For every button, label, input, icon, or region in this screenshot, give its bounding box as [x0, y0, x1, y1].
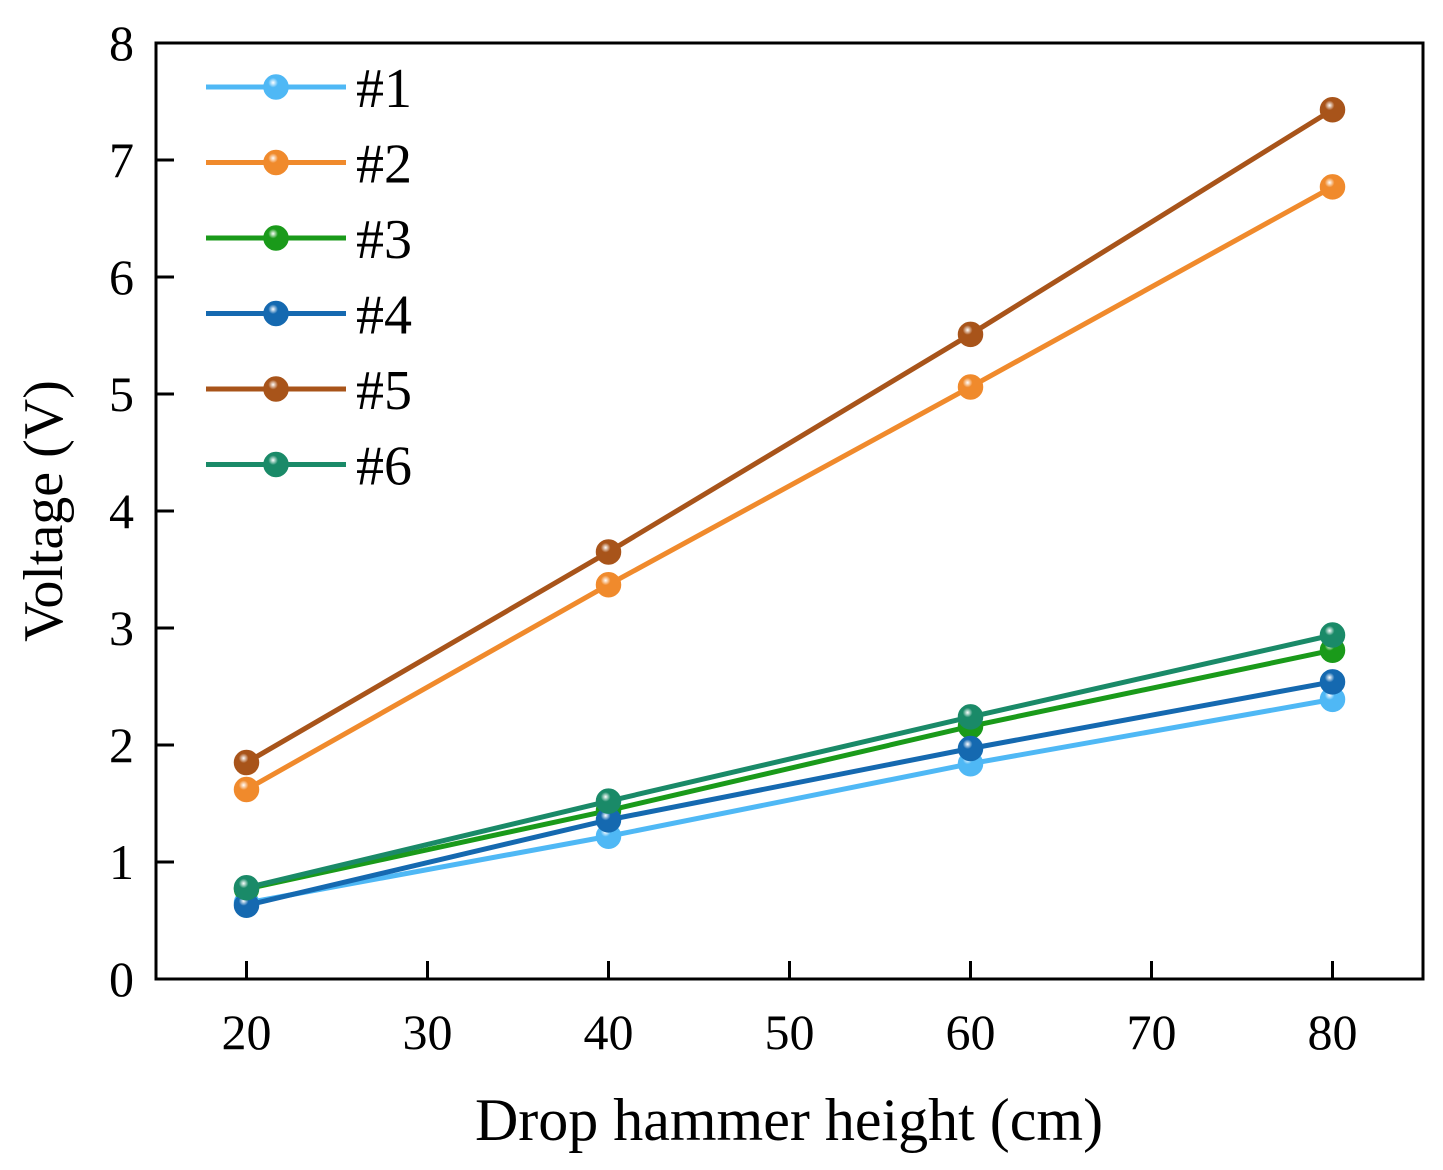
legend-item-5: #5: [206, 360, 412, 422]
series-2: [233, 174, 1346, 803]
legend-label: #3: [356, 209, 412, 271]
legend-marker: [263, 149, 289, 176]
y-tick-label: 3: [109, 600, 134, 656]
y-tick-label: 5: [109, 366, 134, 422]
legend-marker: [263, 376, 289, 402]
legend-label: #2: [356, 134, 412, 196]
data-point: [595, 788, 622, 814]
data-point: [1319, 174, 1346, 200]
x-tick-label: 40: [584, 1004, 634, 1060]
y-tick-label: 0: [109, 951, 134, 1007]
data-point: [595, 539, 622, 565]
series-4: [233, 669, 1346, 919]
series-1: [233, 686, 1346, 916]
series-6: [233, 622, 1346, 901]
legend-label: #6: [356, 436, 412, 498]
legend-marker: [263, 300, 289, 327]
x-axis-label: Drop hammer height (cm): [475, 1087, 1103, 1153]
x-tick-label: 70: [1127, 1004, 1177, 1060]
series-line: [245, 107, 1334, 765]
legend-label: #5: [356, 360, 412, 422]
data-point: [957, 735, 984, 762]
series-line: [245, 647, 1334, 892]
y-axis-label: Voltage (V): [13, 380, 75, 642]
data-point: [233, 776, 260, 803]
y-axis-ticks: 0 1 2 3 4 5 6 7 8: [109, 15, 174, 1007]
data-point: [595, 571, 622, 598]
series-5: [233, 96, 1346, 776]
data-point: [233, 874, 260, 901]
y-tick-label: 6: [109, 249, 134, 305]
legend-item-6: #6: [206, 436, 412, 498]
y-tick-label: 2: [109, 717, 134, 773]
y-tick-label: 7: [109, 132, 134, 188]
data-point: [1319, 96, 1346, 123]
series-line: [246, 696, 1333, 906]
legend-marker: [263, 74, 289, 100]
legend-label: #1: [356, 58, 412, 120]
y-tick-label: 8: [109, 15, 134, 71]
data-point: [957, 321, 984, 348]
data-point: [233, 749, 260, 776]
series-line: [245, 184, 1334, 792]
y-tick-label: 4: [109, 483, 134, 539]
series-layer: [233, 96, 1346, 919]
legend-item-1: #1: [206, 58, 412, 120]
legend-marker: [263, 225, 289, 251]
data-point: [957, 374, 984, 400]
x-tick-label: 80: [1308, 1004, 1358, 1060]
series-line: [245, 679, 1333, 908]
data-point: [1319, 669, 1346, 695]
data-point: [1319, 622, 1346, 648]
data-point: [957, 704, 984, 730]
x-tick-label: 50: [765, 1004, 815, 1060]
legend-item-4: #4: [206, 285, 412, 347]
series-line: [245, 632, 1334, 891]
legend-label: #4: [356, 285, 412, 347]
x-tick-label: 60: [946, 1004, 996, 1060]
plot-frame: [154, 41, 1425, 981]
x-axis-ticks: 20 30 40 50 60 70 80: [222, 961, 1358, 1060]
legend-item-2: #2: [206, 134, 412, 196]
legend-item-3: #3: [206, 209, 412, 271]
legend: #1 #2 #3 #4 #5 #6: [206, 58, 412, 498]
x-tick-label: 20: [222, 1004, 272, 1060]
legend-marker: [263, 451, 289, 478]
series-3: [233, 637, 1346, 902]
x-tick-label: 30: [403, 1004, 453, 1060]
y-tick-label: 1: [109, 834, 134, 890]
